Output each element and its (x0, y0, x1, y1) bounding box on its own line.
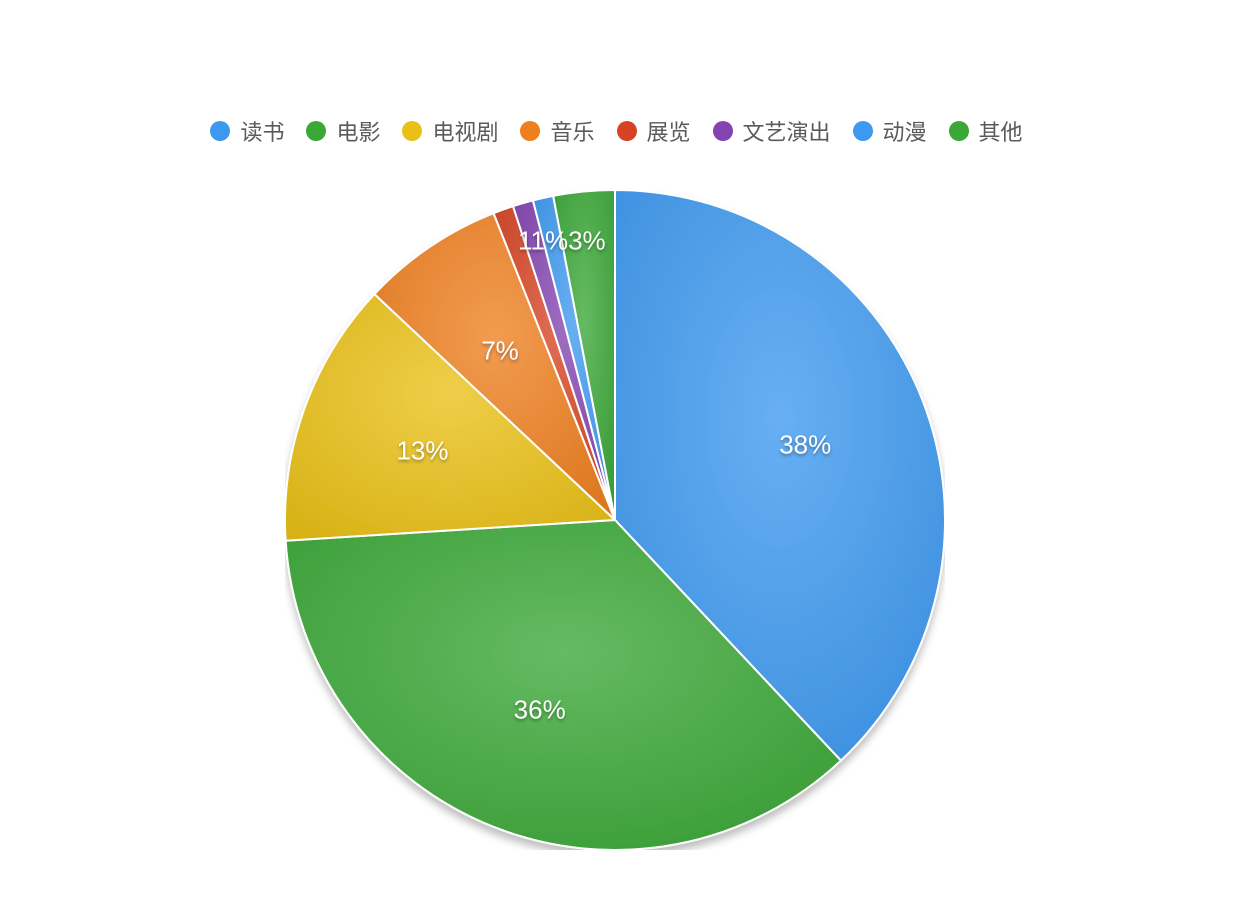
chart-legend: 读书 电影 电视剧 音乐 展览 文艺演出 动漫 其他 (0, 115, 1233, 147)
legend-label-4: 展览 (647, 115, 691, 147)
legend-marker-1 (306, 121, 326, 141)
legend-item-6[interactable]: 动漫 (853, 115, 927, 147)
legend-item-4[interactable]: 展览 (617, 115, 691, 147)
data-label-cluster: 11%3% (518, 226, 606, 257)
legend-label-3: 音乐 (550, 115, 594, 147)
legend-marker-2 (402, 121, 422, 141)
legend-marker-5 (713, 121, 733, 141)
legend-marker-4 (617, 121, 637, 141)
chart-stage: 读书 电影 电视剧 音乐 展览 文艺演出 动漫 其他 38% 36% 13% 7% 11%3% (0, 0, 1233, 901)
legend-item-3[interactable]: 音乐 (520, 115, 594, 147)
legend-item-7[interactable]: 其他 (949, 115, 1023, 147)
data-label-3: 7% (481, 335, 519, 366)
legend-label-0: 读书 (240, 115, 284, 147)
pie-chart (285, 190, 945, 850)
legend-label-6: 动漫 (883, 115, 927, 147)
data-label-2: 13% (396, 435, 448, 466)
legend-marker-7 (949, 121, 969, 141)
legend-item-0[interactable]: 读书 (210, 115, 284, 147)
data-label-0: 38% (779, 429, 831, 460)
legend-label-5: 文艺演出 (743, 115, 831, 147)
legend-marker-6 (853, 121, 873, 141)
legend-item-1[interactable]: 电影 (306, 115, 380, 147)
legend-marker-0 (210, 121, 230, 141)
legend-label-7: 其他 (979, 115, 1023, 147)
legend-label-1: 电影 (336, 115, 380, 147)
legend-item-5[interactable]: 文艺演出 (713, 115, 831, 147)
legend-label-2: 电视剧 (432, 115, 498, 147)
data-label-1: 36% (514, 695, 566, 726)
pie-svg (285, 190, 945, 850)
legend-marker-3 (520, 121, 540, 141)
legend-item-2[interactable]: 电视剧 (402, 115, 498, 147)
